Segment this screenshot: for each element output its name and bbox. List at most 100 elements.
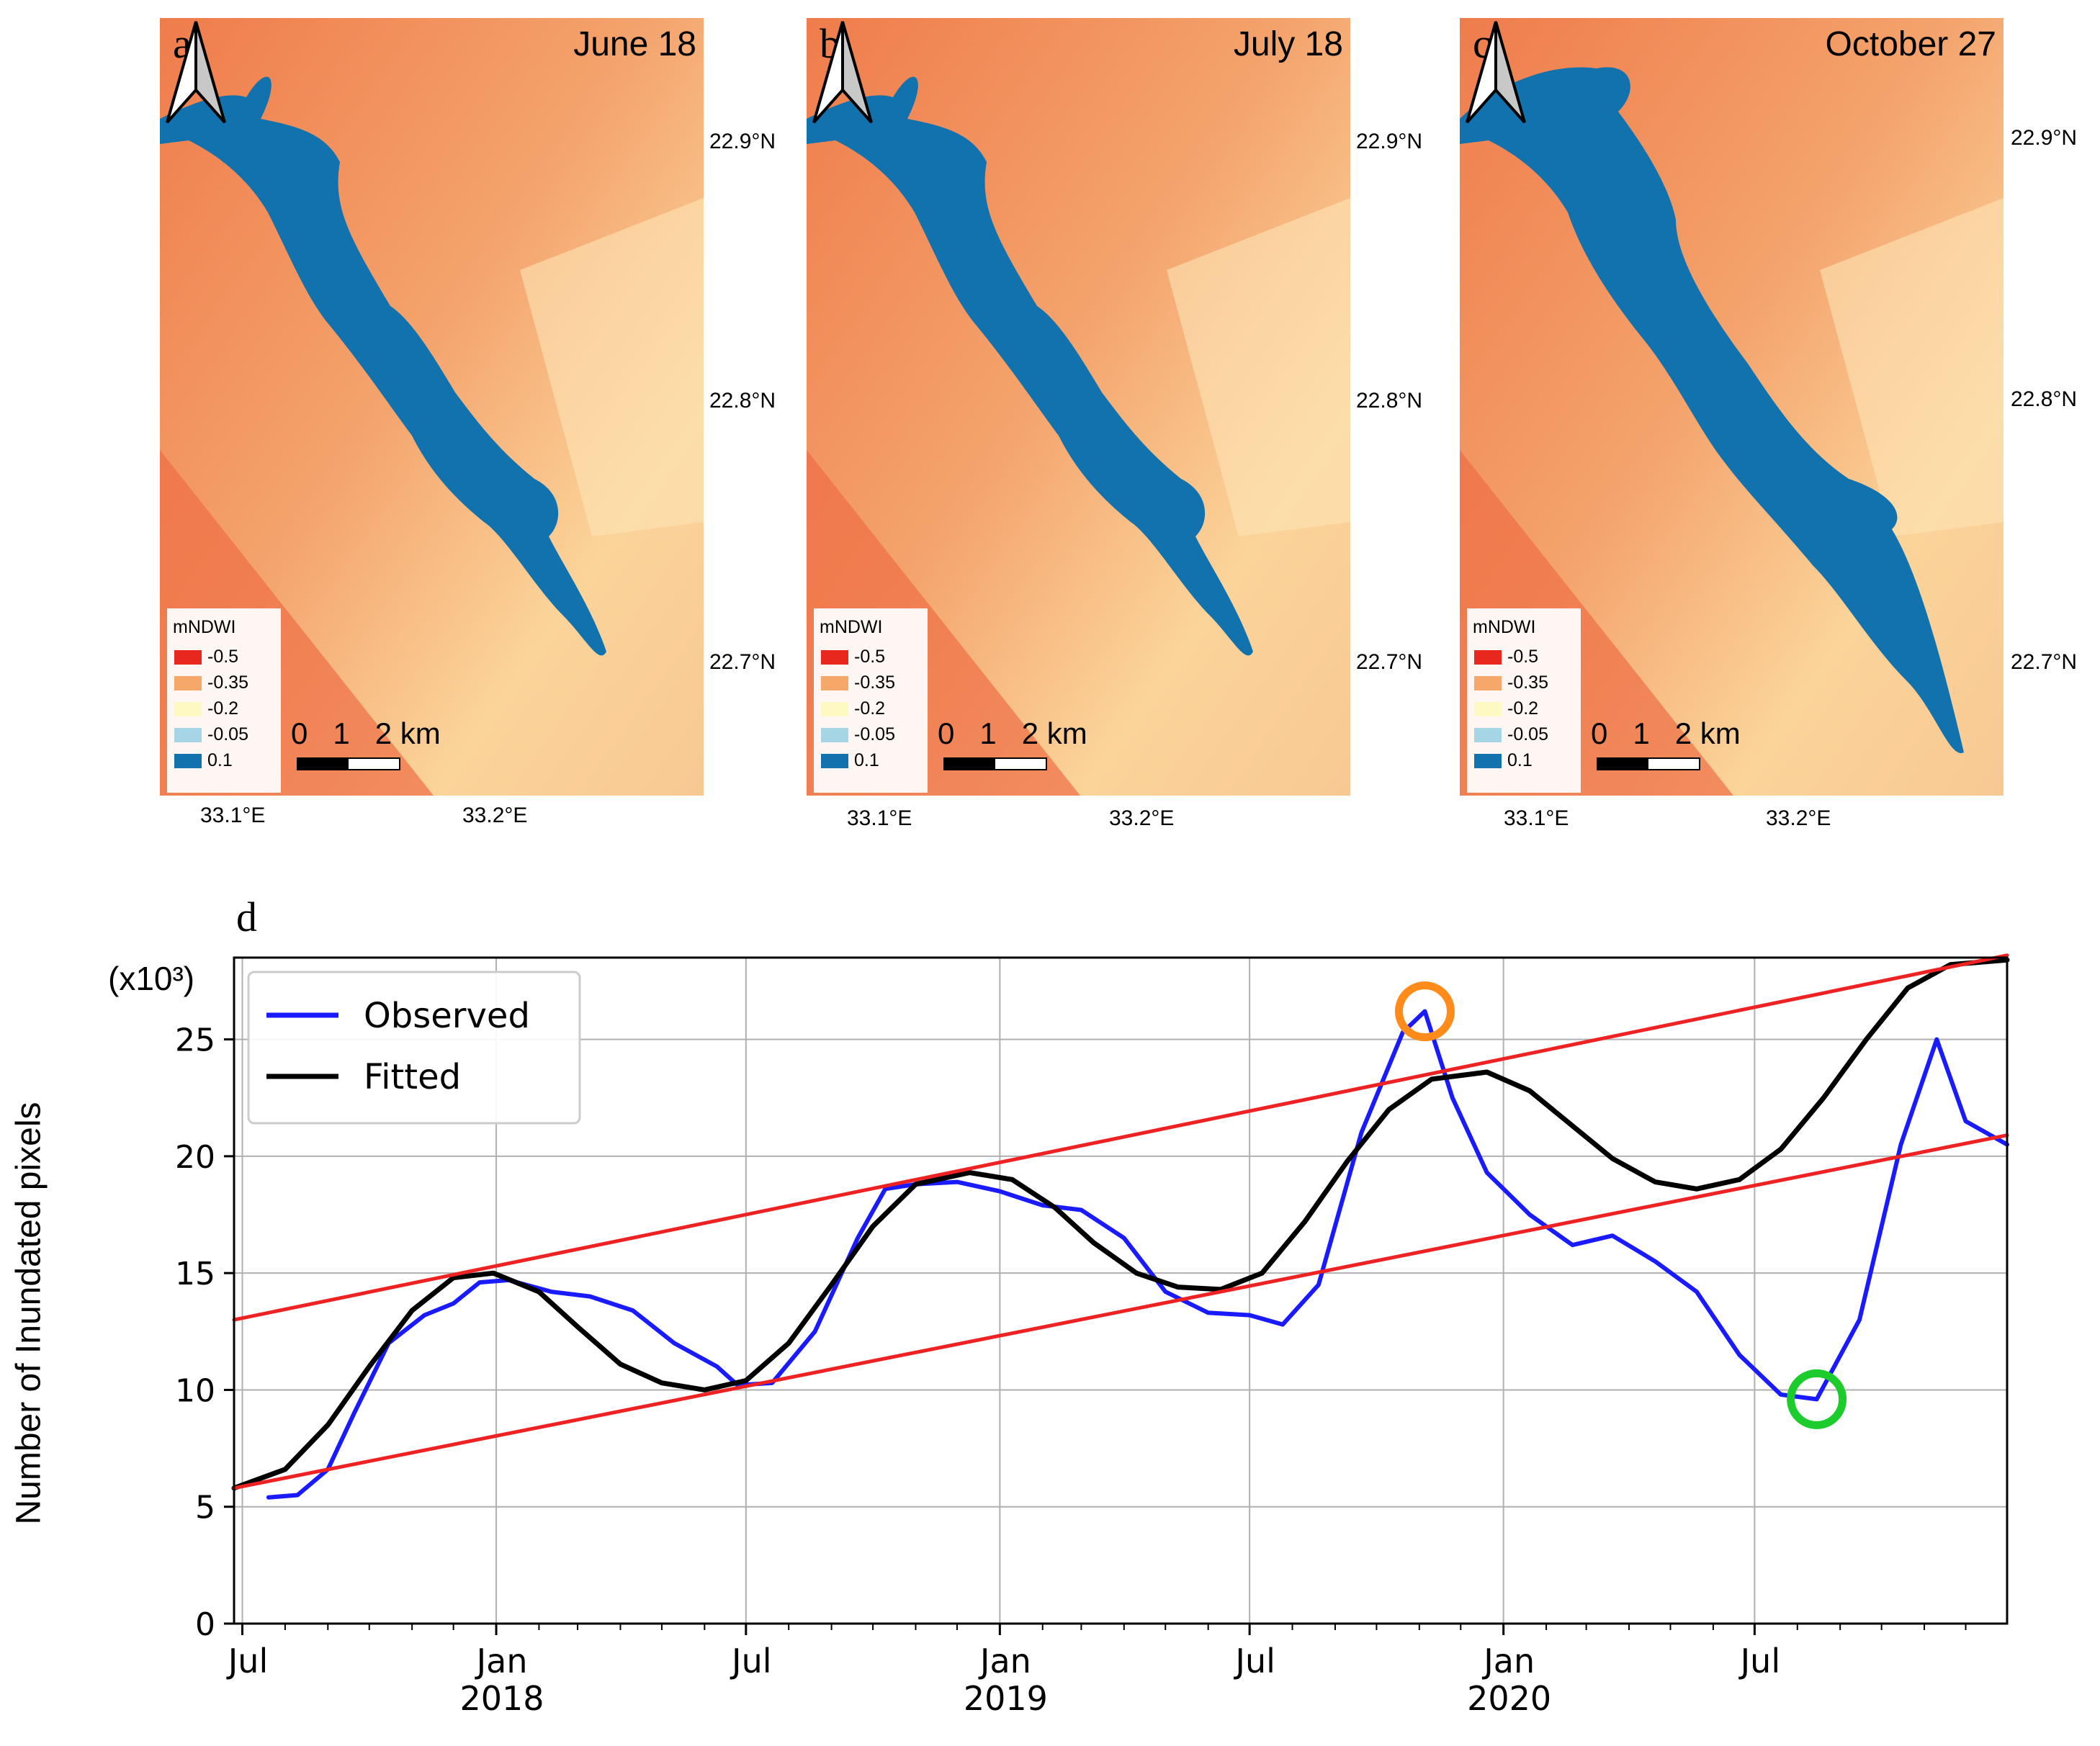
legend-swatch bbox=[1474, 676, 1502, 691]
legend-swatch bbox=[174, 728, 202, 743]
legend-item: 0.1 bbox=[174, 750, 233, 771]
x-tick-label: Jul bbox=[730, 1642, 772, 1680]
x-tick-label: Jan bbox=[475, 1642, 528, 1680]
legend-item: -0.5 bbox=[821, 646, 885, 667]
legend-swatch bbox=[174, 702, 202, 717]
legend-item: -0.35 bbox=[821, 672, 895, 693]
legend-label: -0.05 bbox=[207, 724, 248, 744]
chart-legend: Observed Fitted bbox=[247, 971, 581, 1125]
y-tick-label: 10 bbox=[175, 1372, 215, 1409]
north-arrow-icon bbox=[812, 21, 873, 124]
legend-label: 0.1 bbox=[854, 750, 879, 770]
lon-label-b-1: 33.2°E bbox=[1109, 806, 1175, 830]
lat-label-c-0: 22.9°N bbox=[2011, 126, 2078, 150]
legend-item: -0.5 bbox=[174, 646, 238, 667]
x-tick-label: Jan bbox=[978, 1642, 1031, 1680]
series-line-lower-envelope bbox=[232, 1133, 2009, 1490]
legend-label: -0.05 bbox=[854, 724, 895, 744]
legend-title: mNDWI bbox=[820, 617, 883, 637]
legend-label: -0.35 bbox=[1507, 672, 1548, 693]
legend-item: -0.05 bbox=[1474, 724, 1548, 745]
series-line-fitted bbox=[231, 957, 2010, 1491]
legend-item: -0.2 bbox=[174, 698, 238, 719]
lon-label-a-1: 33.2°E bbox=[462, 804, 528, 827]
map-legend: mNDWI -0.5 -0.35 -0.2 -0.05 0.1 bbox=[167, 608, 281, 793]
legend-swatch bbox=[1474, 650, 1502, 665]
legend-swatch bbox=[1474, 702, 1502, 717]
scale-bar: 0 1 2 km bbox=[938, 716, 1125, 796]
y-tick-label: 0 bbox=[195, 1606, 215, 1643]
map-panel-c: c October 27 mNDWI -0.5 -0.35 -0.2 -0.05… bbox=[1460, 18, 2003, 796]
legend-item: -0.05 bbox=[821, 724, 895, 745]
legend-swatch bbox=[174, 754, 202, 769]
y-tick-label: 5 bbox=[195, 1490, 215, 1526]
legend-item: -0.2 bbox=[821, 698, 885, 719]
legend-label: -0.5 bbox=[854, 647, 886, 667]
north-arrow-icon bbox=[166, 21, 226, 124]
legend-swatch bbox=[821, 728, 848, 743]
legend-label: Fitted bbox=[364, 1057, 461, 1097]
scale-text: 0 1 2 km bbox=[1591, 716, 1741, 750]
panel-date: June 18 bbox=[573, 25, 696, 63]
map-panel-b: b July 18 mNDWI -0.5 -0.35 -0.2 -0.05 0.… bbox=[807, 18, 1350, 796]
legend-label: Observed bbox=[364, 996, 530, 1036]
legend-label: 0.1 bbox=[1507, 750, 1533, 770]
scale-text: 0 1 2 km bbox=[291, 716, 441, 750]
scale-bar-graphic bbox=[297, 757, 400, 770]
y-tick-label: 25 bbox=[175, 1022, 215, 1059]
lat-label-a-1: 22.8°N bbox=[709, 389, 776, 413]
legend-label: -0.5 bbox=[1507, 647, 1539, 667]
legend-item: 0.1 bbox=[821, 750, 879, 771]
y-tick-label: 15 bbox=[175, 1256, 215, 1292]
marker-layer bbox=[1394, 981, 1847, 1429]
legend-swatch bbox=[821, 676, 848, 691]
x-tick-year: 2018 bbox=[459, 1679, 544, 1718]
legend-label: 0.1 bbox=[207, 750, 233, 770]
legend-label: -0.5 bbox=[207, 647, 239, 667]
legend-title: mNDWI bbox=[1473, 617, 1536, 637]
lat-label-c-1: 22.8°N bbox=[2011, 387, 2078, 411]
legend-swatch bbox=[821, 650, 848, 665]
legend-swatch bbox=[174, 650, 202, 665]
panel-date: October 27 bbox=[1825, 25, 1996, 63]
lat-label-b-0: 22.9°N bbox=[1356, 130, 1423, 153]
legend-box bbox=[247, 971, 581, 1125]
scale-bar-graphic bbox=[1597, 757, 1700, 770]
panel-date: July 18 bbox=[1233, 25, 1343, 63]
lat-label-b-2: 22.7°N bbox=[1356, 650, 1423, 674]
lat-label-a-0: 22.9°N bbox=[709, 130, 776, 153]
scale-bar-graphic bbox=[943, 757, 1047, 770]
legend-title: mNDWI bbox=[173, 617, 236, 637]
legend-swatch bbox=[1474, 754, 1502, 769]
x-tick-label: Jul bbox=[1738, 1642, 1781, 1680]
series-line-observed bbox=[266, 1009, 2009, 1500]
map-panel-a: a June 18 mNDWI -0.5 -0.35 -0.2 -0.05 0.… bbox=[160, 18, 704, 796]
lat-label-a-2: 22.7°N bbox=[709, 650, 776, 674]
marker-peak bbox=[1394, 981, 1455, 1042]
legend-swatch bbox=[174, 676, 202, 691]
legend-swatch bbox=[1474, 728, 1502, 743]
legend-item: 0.1 bbox=[1474, 750, 1533, 771]
legend-item: -0.05 bbox=[174, 724, 248, 745]
plot-frame bbox=[233, 956, 2009, 1625]
scale-text: 0 1 2 km bbox=[938, 716, 1087, 750]
x-tick-year: 2020 bbox=[1467, 1679, 1551, 1718]
series-layer bbox=[231, 953, 2010, 1500]
legend-label: -0.2 bbox=[854, 698, 886, 719]
lat-label-c-2: 22.7°N bbox=[2011, 650, 2078, 674]
legend-item: -0.2 bbox=[1474, 698, 1538, 719]
marker-trough bbox=[1787, 1369, 1847, 1429]
map-image bbox=[1460, 18, 2003, 796]
north-arrow-icon bbox=[1466, 21, 1526, 124]
lat-label-b-1: 22.8°N bbox=[1356, 389, 1423, 413]
x-tick-label: Jul bbox=[1233, 1642, 1275, 1680]
legend-label: -0.35 bbox=[854, 672, 895, 693]
scale-bar: 0 1 2 km bbox=[1591, 716, 1778, 796]
series-line-upper-envelope bbox=[232, 953, 2009, 1322]
legend-label: -0.35 bbox=[207, 672, 248, 693]
lon-label-a-0: 33.1°E bbox=[200, 804, 266, 827]
legend-label: -0.2 bbox=[1507, 698, 1539, 719]
map-legend: mNDWI -0.5 -0.35 -0.2 -0.05 0.1 bbox=[1467, 608, 1581, 793]
